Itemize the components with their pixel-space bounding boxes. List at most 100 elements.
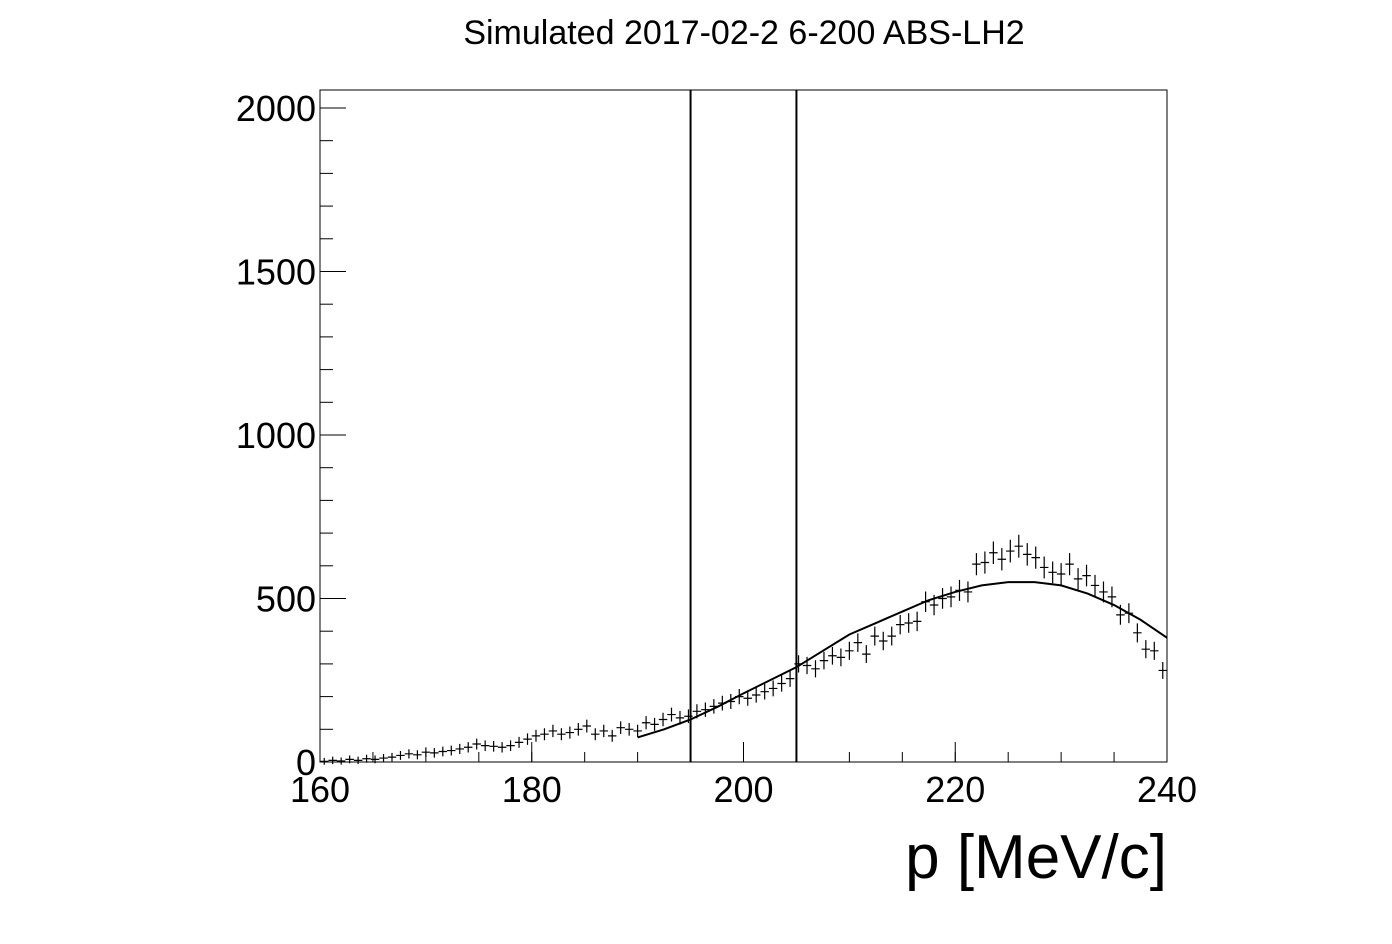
data-point <box>879 631 888 651</box>
data-point <box>811 660 820 678</box>
data-point <box>540 728 549 741</box>
data-point <box>447 745 456 756</box>
data-point <box>582 719 592 733</box>
y-tick-label: 0 <box>296 742 316 783</box>
data-point <box>972 553 981 576</box>
data-point <box>938 588 947 609</box>
data-point <box>1039 556 1049 579</box>
data-point <box>1056 563 1066 585</box>
data-point <box>946 586 956 608</box>
data-point <box>980 551 990 574</box>
data-point <box>480 740 490 751</box>
data-point <box>667 707 676 722</box>
data-point <box>438 746 448 757</box>
data-point <box>1023 543 1032 566</box>
data-point <box>320 757 329 765</box>
x-tick-label: 240 <box>1137 769 1197 810</box>
data-point <box>472 738 481 750</box>
data-point <box>1006 539 1015 563</box>
data-point <box>362 754 371 763</box>
data-point <box>430 748 439 758</box>
data-point <box>548 724 558 738</box>
data-point <box>1133 623 1142 643</box>
y-tick-label: 1000 <box>236 415 316 456</box>
data-point <box>345 755 354 764</box>
data-point <box>404 749 414 759</box>
x-tick-label: 160 <box>290 769 350 810</box>
data-point <box>845 641 854 660</box>
data-point <box>904 613 913 633</box>
data-point <box>413 750 422 760</box>
fit-curve <box>637 581 1168 739</box>
data-point <box>751 687 761 703</box>
data-point <box>997 548 1007 571</box>
data-point <box>912 611 922 632</box>
data-point <box>557 728 566 741</box>
data-point <box>1048 561 1057 584</box>
y-tick-label: 1500 <box>236 251 316 292</box>
data-point <box>836 648 846 667</box>
y-tick-label: 2000 <box>236 88 316 129</box>
data-point <box>396 750 405 760</box>
data-point <box>599 724 608 738</box>
data-point <box>701 702 710 717</box>
data-point <box>819 651 829 670</box>
plot-frame <box>319 89 1168 763</box>
data-point <box>421 747 431 757</box>
data-point <box>379 753 388 763</box>
data-point <box>523 733 532 745</box>
data-point <box>531 729 541 742</box>
data-point <box>1065 553 1074 576</box>
data-point <box>853 633 863 652</box>
data-point <box>1082 564 1091 587</box>
x-tick-label: 180 <box>502 769 562 810</box>
data-point <box>1099 581 1108 603</box>
data-point <box>1073 568 1083 590</box>
data-point <box>624 723 634 736</box>
data-point <box>887 626 896 646</box>
data-point <box>463 742 473 753</box>
data-point <box>497 742 507 753</box>
data-point <box>760 683 769 700</box>
data-point <box>650 717 659 731</box>
data-point <box>336 757 346 765</box>
data-point <box>785 670 795 687</box>
data-point <box>565 726 575 739</box>
data-point <box>870 626 880 646</box>
data-point <box>387 752 397 762</box>
data-point <box>607 729 617 742</box>
y-tick-label: 500 <box>256 578 316 619</box>
data-point <box>616 721 625 735</box>
data-point <box>768 680 778 697</box>
chart-title: Simulated 2017-02-2 6-200 ABS-LH2 <box>463 14 1024 52</box>
data-point <box>489 741 498 752</box>
data-point <box>506 740 515 751</box>
data-point <box>1031 546 1040 569</box>
data-point <box>895 614 905 635</box>
data-point <box>370 755 380 764</box>
data-point <box>658 712 668 727</box>
data-point <box>574 723 583 736</box>
data-point <box>963 581 973 603</box>
data-point <box>1014 534 1024 558</box>
data-point <box>328 756 337 765</box>
x-tick-label: 220 <box>925 769 985 810</box>
data-point <box>828 646 837 665</box>
data-point <box>862 645 871 664</box>
x-axis-label: p [MeV/c] <box>905 823 1167 892</box>
data-point <box>1158 661 1167 679</box>
data-point <box>989 541 998 564</box>
data-point <box>1141 640 1151 659</box>
data-point <box>633 724 642 738</box>
data-point <box>1090 574 1100 597</box>
data-point <box>455 743 464 754</box>
x-tick-label: 200 <box>713 769 773 810</box>
data-point <box>1150 641 1159 660</box>
data-point <box>777 675 786 692</box>
data-point <box>641 716 651 730</box>
data-point <box>591 728 600 741</box>
data-point <box>743 690 752 706</box>
data-point <box>353 756 363 765</box>
data-point <box>514 736 524 748</box>
